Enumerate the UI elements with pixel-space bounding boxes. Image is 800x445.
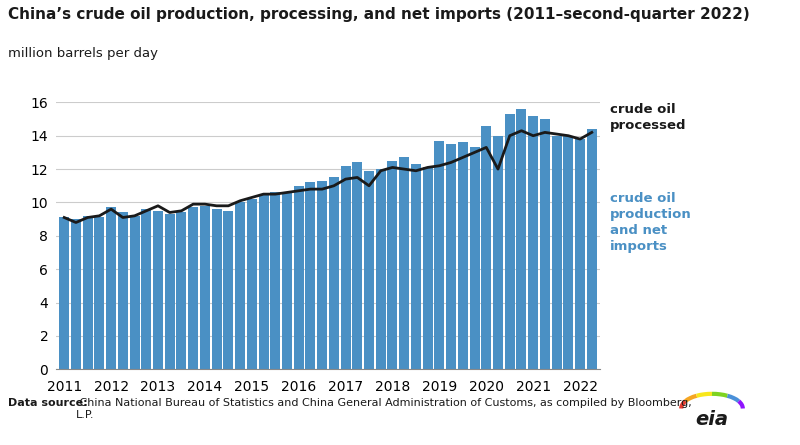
Bar — [493, 136, 503, 369]
Text: million barrels per day: million barrels per day — [8, 47, 158, 60]
Bar — [270, 192, 280, 369]
Bar — [563, 136, 574, 369]
Bar — [153, 211, 163, 369]
Text: Data source:: Data source: — [8, 398, 88, 408]
Bar — [387, 161, 398, 369]
Bar — [341, 166, 350, 369]
Bar — [94, 218, 104, 369]
Bar — [71, 219, 81, 369]
Bar — [587, 129, 597, 369]
Bar — [306, 182, 315, 369]
Text: crude oil
processed: crude oil processed — [610, 103, 686, 133]
Bar — [352, 162, 362, 369]
Bar — [212, 209, 222, 369]
Bar — [258, 194, 269, 369]
Bar — [446, 144, 456, 369]
Text: China National Bureau of Statistics and China General Administration of Customs,: China National Bureau of Statistics and … — [76, 398, 692, 420]
Bar — [247, 199, 257, 369]
Bar — [364, 171, 374, 369]
Bar — [376, 169, 386, 369]
Bar — [200, 206, 210, 369]
Bar — [552, 136, 562, 369]
Bar — [399, 158, 409, 369]
Text: crude oil
production
and net
imports: crude oil production and net imports — [610, 192, 691, 253]
Bar — [422, 167, 433, 369]
Bar — [470, 147, 479, 369]
Bar — [177, 212, 186, 369]
Bar — [130, 216, 139, 369]
Bar — [434, 141, 444, 369]
Bar — [118, 212, 128, 369]
Text: eia: eia — [695, 410, 729, 429]
Bar — [142, 209, 151, 369]
Bar — [575, 139, 585, 369]
Bar — [317, 181, 327, 369]
Bar — [458, 142, 468, 369]
Bar — [517, 109, 526, 369]
Bar — [294, 186, 304, 369]
Bar — [235, 202, 245, 369]
Bar — [82, 216, 93, 369]
Bar — [528, 116, 538, 369]
Bar — [223, 211, 234, 369]
Bar — [165, 214, 174, 369]
Bar — [505, 114, 514, 369]
Text: China’s crude oil production, processing, and net imports (2011–second-quarter 2: China’s crude oil production, processing… — [8, 7, 750, 22]
Bar — [411, 164, 421, 369]
Bar — [106, 207, 116, 369]
Bar — [59, 218, 69, 369]
Bar — [282, 192, 292, 369]
Bar — [482, 125, 491, 369]
Bar — [188, 207, 198, 369]
Bar — [540, 119, 550, 369]
Bar — [329, 178, 339, 369]
